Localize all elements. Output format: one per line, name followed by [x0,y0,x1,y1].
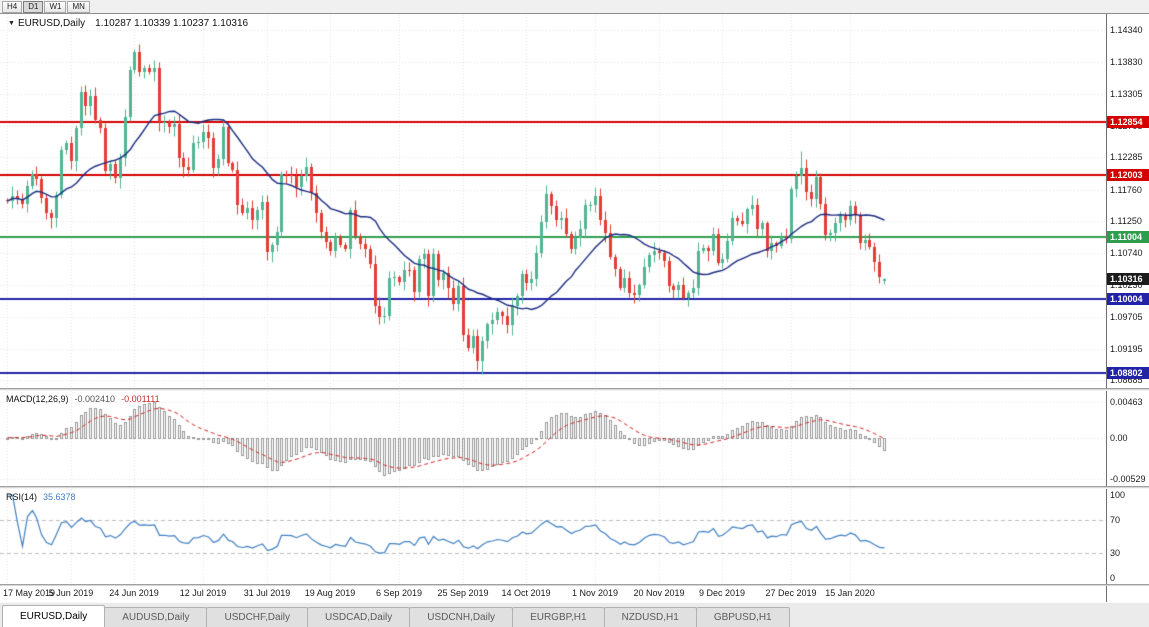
price-axis-label: 1.09195 [1110,343,1143,354]
price-axis-label: 1.11250 [1110,216,1142,227]
macd-main-value: -0.002410 [74,394,116,404]
price-axis-label: 1.08685 [1110,375,1143,386]
date-axis-label: 27 Dec 2019 [765,588,817,598]
rsi-indicator-canvas[interactable] [0,489,1106,584]
macd-axis-label: -0.00529 [1110,473,1146,484]
hline-price-tag: 1.08802 [1107,367,1149,380]
chart-ohlc-values: 1.10287 1.10339 1.10237 1.10316 [95,18,249,29]
timeframe-button-mn[interactable]: MN [67,0,90,13]
date-axis-label: 17 May 2019 [3,588,56,598]
price-axis-label: 1.13305 [1110,89,1143,100]
macd-axis-label: 0.00463 [1110,396,1143,407]
date-axis-label: 5 Jun 2019 [48,588,94,598]
rsi-axis-label: 0 [1110,573,1116,583]
date-axis-label: 9 Dec 2019 [698,588,746,598]
macd-axis-label: 0.00 [1110,432,1128,443]
panel-splitter[interactable] [0,584,1149,586]
tab-gbpusd-h1[interactable]: GBPUSD,H1 [695,607,790,627]
date-axis-label: 31 Jul 2019 [243,588,291,598]
price-axis-label: 1.14340 [1110,24,1143,35]
date-axis-label: 25 Sep 2019 [437,588,489,598]
date-axis-label: 24 Jun 2019 [109,588,159,598]
date-axis-label: 20 Nov 2019 [633,588,685,598]
price-axis[interactable] [1106,14,1149,602]
price-axis-label: 1.10740 [1110,248,1143,259]
chart-symbol-label: EURUSD,Daily [17,18,86,29]
rsi-value: 35.6378 [43,492,76,502]
tab-usdchf-daily[interactable]: USDCHF,Daily [206,607,309,627]
panel-splitter[interactable] [0,486,1149,489]
macd-name: MACD(12,26,9) [6,394,69,404]
rsi-axis-label: 30 [1110,548,1121,559]
timeframe-button-d1[interactable]: D1 [23,0,44,13]
price-axis-label: 1.12285 [1110,152,1143,163]
chart-tab-bar: EURUSD,Daily AUDUSD,Daily USDCHF,Daily USDC… [0,602,1149,627]
date-axis-label: 19 Aug 2019 [304,588,356,598]
panel-splitter[interactable] [0,388,1149,391]
timeframe-button-w1[interactable]: W1 [44,0,67,13]
chart-area: ▼ EURUSD,Daily 1.10287 1.10339 1.10237 1.1… [0,14,1149,603]
price-axis-label: 1.13830 [1110,56,1143,67]
rsi-axis-label: 70 [1110,514,1121,525]
date-axis-label: 6 Sep 2019 [375,588,423,598]
macd-label: MACD(12,26,9) -0.002410 -0.001111 [6,394,160,404]
current-price-tag: 1.10316 [1107,273,1149,286]
rsi-axis-label: 100 [1110,490,1126,500]
hline-price-tag: 1.12003 [1107,168,1149,181]
date-axis-label: 15 Jan 2020 [825,588,875,598]
tab-eurusd-daily[interactable]: EURUSD,Daily [2,605,106,627]
macd-signal-value: -0.001111 [121,394,160,404]
date-axis-label: 14 Oct 2019 [501,588,551,598]
chart-dropdown-icon: ▼ [8,20,15,27]
tab-eurgbp-h1[interactable]: EURGBP,H1 [512,607,605,627]
hline-price-tag: 1.12854 [1107,116,1149,129]
rsi-name: RSI(14) [6,492,38,502]
tab-usdcnh-daily[interactable]: USDCNH,Daily [409,607,514,627]
main-chart-canvas[interactable] [0,14,1106,388]
date-axis-label: 12 Jul 2019 [179,588,227,598]
rsi-label: RSI(14) 35.6378 [6,492,76,502]
timeframe-button-h4[interactable]: H4 [2,0,23,13]
timeframe-toolbar: H4 D1 W1 MN [0,0,1149,14]
price-axis-label: 1.11760 [1110,184,1142,195]
price-axis-label: 1.09705 [1110,312,1143,323]
macd-indicator-canvas[interactable] [0,391,1106,486]
date-axis-label: 1 Nov 2019 [571,588,619,598]
tab-nzdusd-h1[interactable]: NZDUSD,H1 [603,607,697,627]
tab-audusd-daily[interactable]: AUDUSD,Daily [104,607,208,627]
hline-price-tag: 1.11004 [1107,230,1149,243]
tab-usdcad-daily[interactable]: USDCAD,Daily [307,607,411,627]
hline-price-tag: 1.10004 [1107,292,1149,305]
chart-symbol-ohlc-label: ▼ EURUSD,Daily 1.10287 1.10339 1.10237 1.1… [8,18,248,29]
